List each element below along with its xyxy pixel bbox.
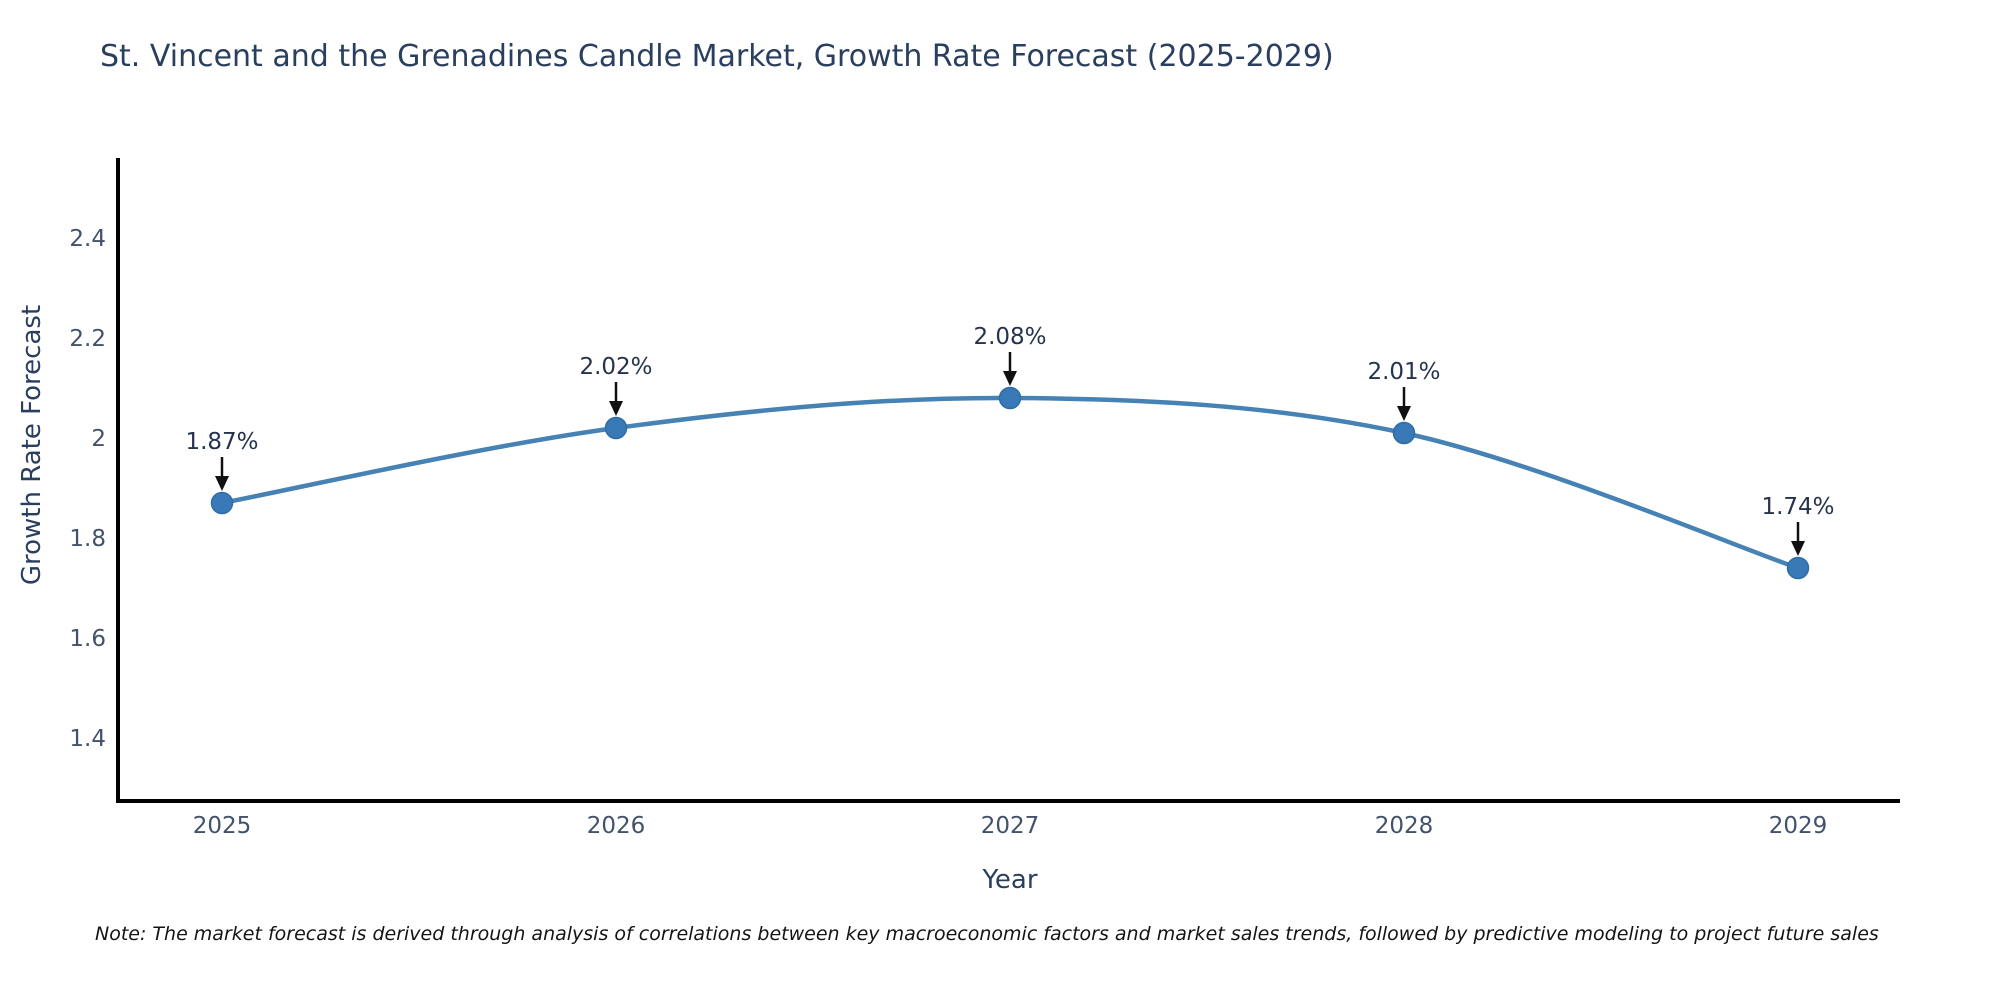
y-axis-tick-labels: 2.4 2.2 2 1.8 1.6 1.4 bbox=[69, 226, 106, 752]
y-tick-label: 1.6 bbox=[69, 626, 106, 652]
annotation-label: 1.74% bbox=[1761, 494, 1834, 520]
y-tick-label: 1.4 bbox=[69, 726, 106, 752]
x-axis-tick-labels: 2025 2026 2027 2028 2029 bbox=[193, 813, 1828, 839]
annotation-label: 2.01% bbox=[1367, 359, 1440, 385]
annotation-label: 2.08% bbox=[973, 324, 1046, 350]
data-point-annotations: 1.87% 2.02% 2.08% 2.01% 1.74% bbox=[185, 324, 1835, 556]
x-tick-label: 2029 bbox=[1769, 813, 1828, 839]
annotation-arrow-head bbox=[1397, 406, 1411, 421]
y-tick-label: 2.4 bbox=[69, 226, 106, 252]
annotation-label: 2.02% bbox=[579, 354, 652, 380]
data-point-2025 bbox=[210, 491, 234, 515]
data-point-2028 bbox=[1392, 421, 1416, 445]
annotation-arrow-head bbox=[609, 401, 623, 416]
data-point-markers bbox=[210, 386, 1810, 580]
x-tick-label: 2027 bbox=[981, 813, 1040, 839]
y-axis-title: Growth Rate Forecast bbox=[17, 305, 47, 585]
annotation-label: 1.87% bbox=[185, 429, 258, 455]
y-tick-label: 2 bbox=[91, 426, 106, 452]
footnote: Note: The market forecast is derived thr… bbox=[95, 923, 1879, 945]
annotation-arrow-head bbox=[1003, 371, 1017, 386]
x-tick-label: 2025 bbox=[193, 813, 252, 839]
y-tick-label: 1.8 bbox=[69, 526, 106, 552]
data-point-2027 bbox=[998, 386, 1022, 410]
y-tick-label: 2.2 bbox=[69, 326, 106, 352]
x-axis-title: Year bbox=[981, 865, 1037, 895]
growth-rate-series-line bbox=[219, 395, 1801, 571]
annotation-arrow-head bbox=[215, 476, 229, 491]
x-tick-label: 2028 bbox=[1375, 813, 1434, 839]
chart-title: St. Vincent and the Grenadines Candle Ma… bbox=[100, 39, 1334, 74]
x-tick-label: 2026 bbox=[587, 813, 646, 839]
annotation-arrow-head bbox=[1791, 541, 1805, 556]
data-point-2026 bbox=[604, 416, 628, 440]
data-point-2029 bbox=[1786, 556, 1810, 580]
